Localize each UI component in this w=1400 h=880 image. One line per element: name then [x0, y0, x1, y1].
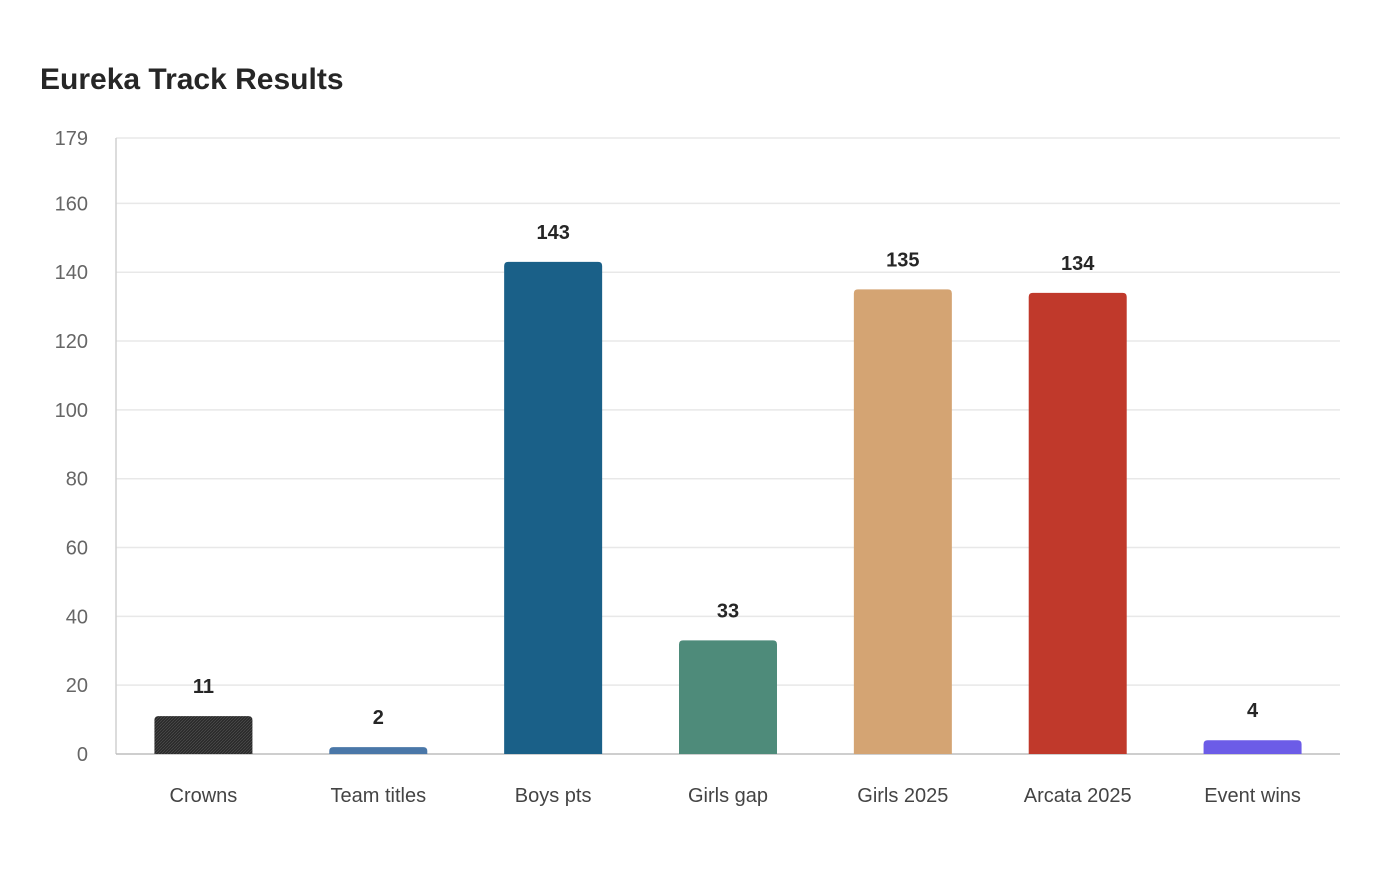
- data-label: 11: [193, 676, 214, 698]
- y-tick-label: 120: [55, 331, 88, 353]
- x-tick-label: Arcata 2025: [1024, 785, 1132, 807]
- y-tick-label: 100: [55, 400, 88, 422]
- x-tick-label: Girls 2025: [857, 785, 948, 807]
- data-label: 2: [373, 707, 384, 729]
- bar-arcata-2025: [1028, 292, 1127, 754]
- bar-event-wins: [1203, 740, 1302, 754]
- chart-title: Eureka Track Results: [40, 63, 344, 96]
- y-tick-label: 20: [66, 675, 88, 697]
- bar-girls-gap: [679, 640, 777, 754]
- bars: [154, 261, 1302, 754]
- x-tick-label: Girls gap: [688, 785, 768, 807]
- data-label: 134: [1061, 253, 1095, 275]
- y-tick-label: 80: [66, 469, 88, 491]
- y-tick-label: 140: [55, 262, 88, 284]
- data-label: 135: [886, 249, 919, 271]
- x-tick-label: Team titles: [330, 785, 426, 807]
- gridlines: [116, 137, 1340, 686]
- y-tick-label: 40: [66, 606, 88, 628]
- data-label: 143: [536, 222, 569, 244]
- data-label: 33: [717, 600, 739, 622]
- y-tick-label: 160: [55, 193, 88, 215]
- y-tick-label: 179: [55, 128, 88, 150]
- x-tick-label: Boys pts: [515, 785, 592, 807]
- x-tick-label: Event wins: [1204, 785, 1301, 807]
- y-tick-label: 60: [66, 538, 88, 560]
- x-tick-label: Crowns: [170, 785, 238, 807]
- data-label: 4: [1247, 700, 1259, 722]
- bar-girls-2025: [853, 289, 952, 754]
- y-tick-label: 0: [77, 744, 88, 766]
- labels: 0 20 40 60 80 100 120 140 160 179 11 Crowns 2 Team ti…: [55, 128, 1301, 807]
- bar-team-titles: [329, 747, 428, 754]
- bar-crowns: [154, 716, 253, 754]
- bar-boys-pts: [504, 261, 603, 754]
